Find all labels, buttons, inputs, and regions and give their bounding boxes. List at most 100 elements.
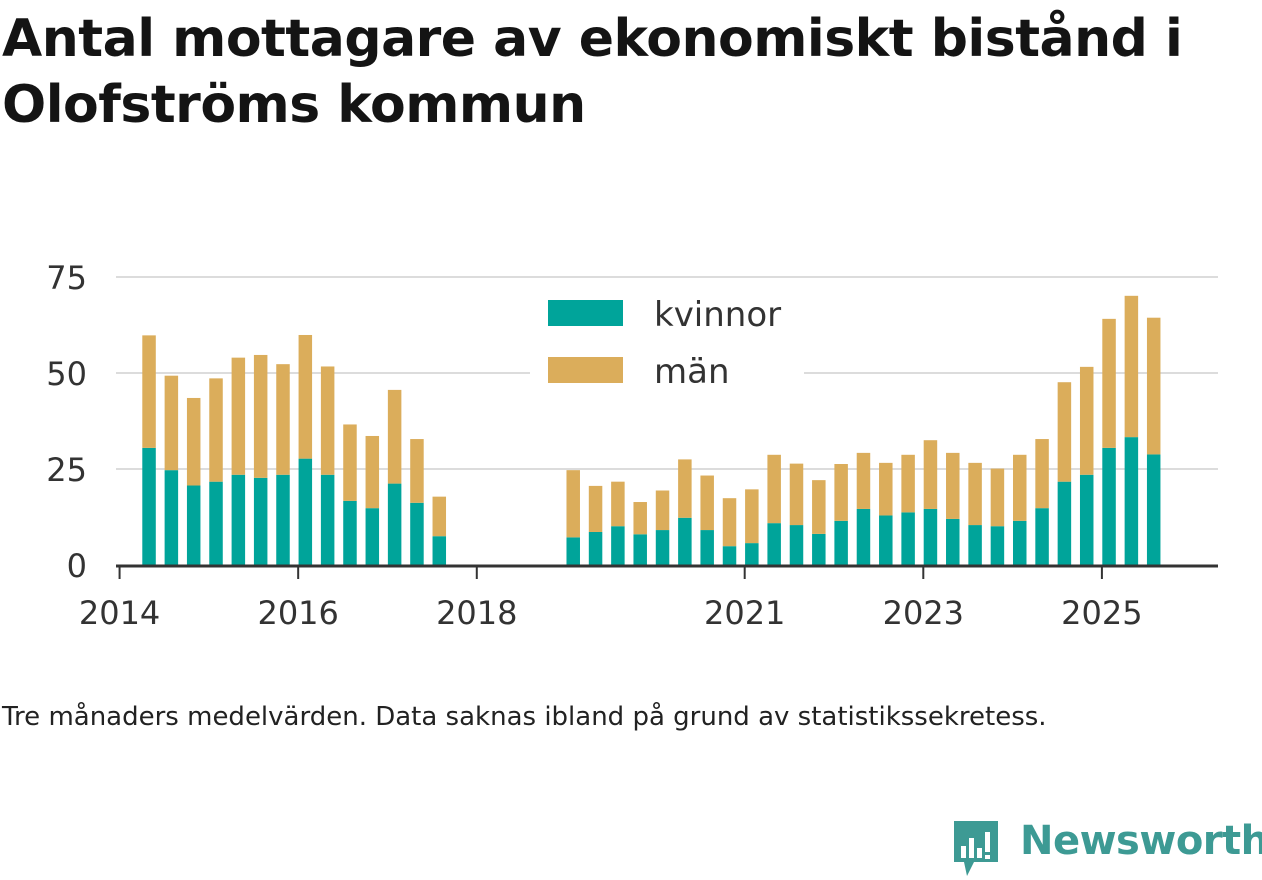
bar-man: [298, 334, 313, 459]
bar-man: [1146, 317, 1161, 455]
bar-man: [611, 481, 625, 527]
legend-swatch-kvinnor: [548, 300, 623, 326]
legend: kvinnor män: [530, 292, 804, 396]
x-tick-label: 2014: [79, 594, 160, 632]
newsworthy-logo-icon: [954, 821, 998, 876]
bar-kvinnor: [745, 543, 759, 565]
bar-kvinnor: [812, 533, 826, 565]
bar-kvinnor: [276, 474, 290, 565]
bar-man: [253, 354, 268, 478]
x-tick-label: 2018: [436, 594, 517, 632]
bar-man: [946, 452, 960, 519]
bar-kvinnor: [901, 512, 915, 565]
bar-man: [856, 452, 871, 509]
bar-man: [588, 485, 603, 532]
bar-man: [387, 389, 402, 484]
bar-man: [879, 462, 893, 516]
y-tick-label: 75: [46, 259, 87, 297]
bar-kvinnor: [231, 474, 246, 565]
bar-man: [834, 464, 848, 521]
y-tick-label: 0: [67, 547, 87, 585]
y-tick-label: 50: [46, 355, 87, 393]
bar-kvinnor: [209, 481, 223, 565]
bar-man: [365, 435, 380, 509]
legend-swatch-man: [548, 357, 623, 383]
bar-kvinnor: [410, 502, 424, 565]
bar-man: [1057, 382, 1072, 482]
bar-kvinnor: [298, 458, 313, 565]
bar-kvinnor: [722, 546, 737, 565]
bar-kvinnor: [164, 470, 179, 565]
bar-man: [142, 335, 156, 448]
bar-man: [343, 424, 357, 501]
bar-kvinnor: [343, 500, 357, 565]
bar-kvinnor: [946, 518, 960, 565]
bar-kvinnor: [879, 515, 893, 565]
bar-kvinnor: [1035, 508, 1049, 565]
bar-man: [767, 454, 781, 524]
bar-kvinnor: [253, 477, 268, 565]
bar-kvinnor: [611, 526, 625, 565]
legend-label-man: män: [654, 352, 730, 392]
x-tick-label: 2025: [1061, 594, 1142, 632]
bar-man: [1012, 454, 1027, 521]
y-axis-ticks: 0 25 50 75: [46, 259, 87, 585]
bar-kvinnor: [566, 537, 580, 565]
bar-man: [901, 454, 915, 513]
bar-kvinnor: [387, 483, 402, 565]
bar-kvinnor: [789, 525, 804, 565]
x-axis: 2014 2016 2018 2021 2023 2025: [79, 564, 1218, 632]
bar-kvinnor: [700, 530, 714, 565]
bar-kvinnor: [432, 536, 447, 565]
bar-kvinnor: [1057, 481, 1072, 565]
bar-kvinnor: [968, 525, 982, 565]
bar-kvinnor: [655, 530, 670, 565]
y-tick-label: 25: [46, 451, 87, 489]
bar-man: [722, 498, 737, 547]
bar-kvinnor: [1079, 474, 1094, 565]
bar-kvinnor: [1102, 447, 1116, 565]
chart-area: 0 25 50 75 2014 2016 2018 2021 2023 2025 kvinnor…: [46, 259, 1218, 632]
chart-caption: Tre månaders medelvärden. Data saknas ib…: [2, 702, 1047, 732]
bar-man: [276, 364, 290, 475]
bar-kvinnor: [320, 474, 335, 565]
bar-man: [745, 489, 759, 544]
bar-man: [633, 502, 647, 535]
legend-label-kvinnor: kvinnor: [654, 295, 781, 335]
bar-man: [923, 440, 938, 509]
newsworthy-logo: Newsworthy: [950, 818, 1262, 880]
bar-man: [209, 378, 223, 482]
bar-man: [700, 475, 714, 531]
bar-kvinnor: [990, 526, 1005, 565]
bar-man: [566, 470, 580, 538]
bar-kvinnor: [923, 508, 938, 565]
x-tick-label: 2021: [704, 594, 785, 632]
bar-man: [186, 397, 201, 486]
bar-kvinnor: [365, 508, 380, 565]
x-tick-label: 2016: [257, 594, 338, 632]
bar-kvinnor: [678, 517, 692, 565]
bar-man: [789, 463, 804, 526]
bar-man: [1079, 366, 1094, 475]
x-tick-label: 2023: [883, 594, 964, 632]
chart-title: Antal mottagare av ekonomiskt bistånd i …: [2, 9, 1183, 135]
bar-man: [410, 439, 424, 503]
bar-man: [1124, 295, 1139, 438]
bar-man: [1035, 439, 1049, 509]
bar-kvinnor: [856, 508, 871, 565]
bars: [142, 295, 1161, 565]
bar-kvinnor: [633, 534, 647, 565]
bar-man: [320, 366, 335, 475]
bar-kvinnor: [142, 447, 156, 565]
bar-kvinnor: [186, 485, 201, 565]
bar-kvinnor: [1124, 437, 1139, 565]
bar-kvinnor: [767, 523, 781, 565]
bar-man: [432, 496, 447, 537]
bar-man: [1102, 318, 1116, 448]
bar-kvinnor: [1146, 454, 1161, 565]
bar-man: [678, 459, 692, 518]
bar-man: [812, 480, 826, 534]
newsworthy-logo-text: Newsworthy: [1020, 818, 1262, 864]
bar-kvinnor: [1012, 520, 1027, 565]
bar-man: [655, 490, 670, 531]
